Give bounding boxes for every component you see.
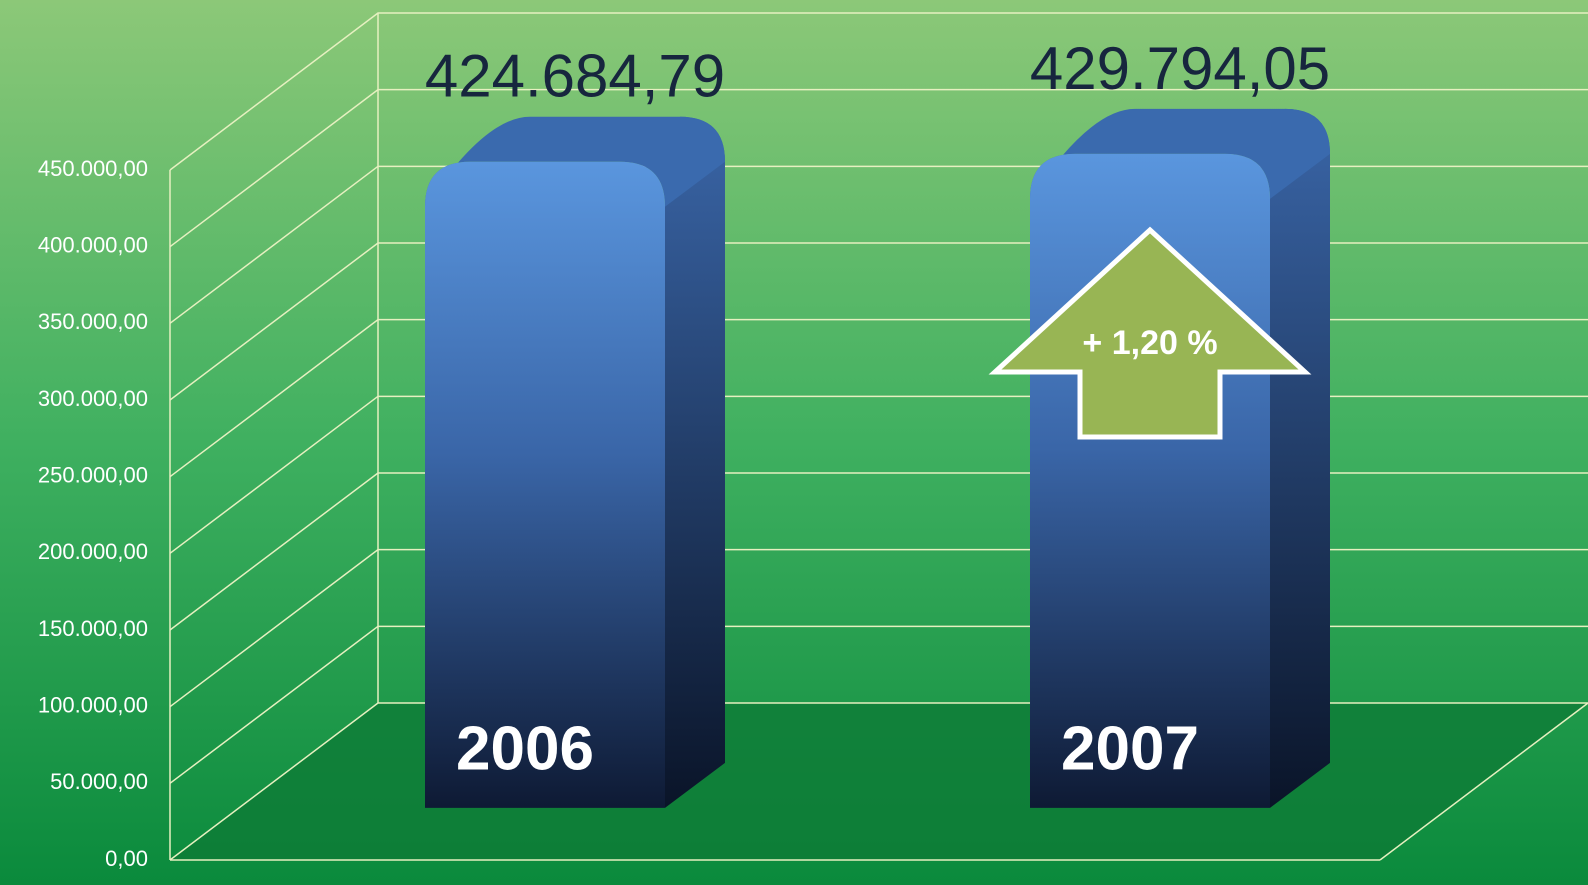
page: 0,00 50.000,00 100.000,00 150.000,00 200.000… <box>0 0 1588 885</box>
y-tick-label: 250.000,00 <box>38 462 148 487</box>
y-tick-label: 100.000,00 <box>38 692 148 717</box>
y-tick-label: 0,00 <box>105 846 148 871</box>
y-tick-label: 450.000,00 <box>38 156 148 181</box>
y-tick-label: 300.000,00 <box>38 386 148 411</box>
y-tick-label: 50.000,00 <box>50 769 148 794</box>
chart: 0,00 50.000,00 100.000,00 150.000,00 200.000… <box>0 0 1588 885</box>
value-label: 429.794,05 <box>1030 35 1330 102</box>
floor <box>170 703 1588 860</box>
bar-side <box>1270 109 1330 808</box>
y-tick-label: 350.000,00 <box>38 309 148 334</box>
y-tick-label: 150.000,00 <box>38 616 148 641</box>
bar-side <box>665 117 725 808</box>
value-label: 424.684,79 <box>425 43 725 110</box>
y-tick-label: 200.000,00 <box>38 539 148 564</box>
category-label: 2006 <box>456 714 594 783</box>
y-tick-label: 400.000,00 <box>38 232 148 257</box>
category-label: 2007 <box>1061 714 1199 783</box>
bar <box>425 162 665 808</box>
annotation-text: + 1,20 % <box>1082 324 1217 362</box>
